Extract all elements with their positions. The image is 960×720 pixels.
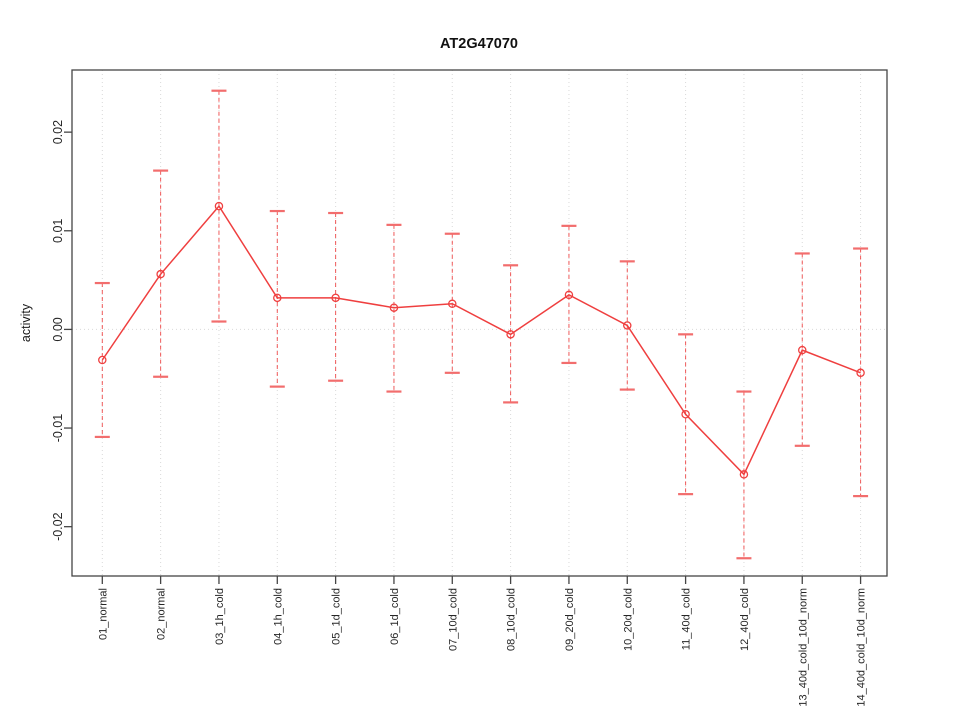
- y-tick-label: 0.01: [51, 219, 65, 243]
- data-point-marker: [448, 299, 457, 309]
- y-axis-label: activity: [19, 303, 33, 342]
- x-tick-label: 02_normal: [156, 588, 168, 640]
- axes-and-box: [64, 69, 888, 584]
- x-tick-label: 01_normal: [97, 588, 109, 640]
- x-tick-label: 08_10d_cold: [506, 588, 518, 651]
- y-tick-label: -0.02: [51, 512, 65, 541]
- x-tick-label: 03_1h_cold: [214, 588, 226, 645]
- data-point-marker: [389, 303, 399, 312]
- data-point-marker: [506, 330, 515, 339]
- x-tick-label: 12_40d_cold: [739, 588, 751, 651]
- data-point-marker: [273, 293, 282, 303]
- data-points: [98, 201, 865, 479]
- data-point-marker: [564, 290, 574, 300]
- x-tick-label: 11_40d_cold: [681, 588, 693, 650]
- series-line: [101, 204, 861, 476]
- data-point-marker: [856, 368, 865, 378]
- x-tick-labels: 01_normal 02_normal 03_1h_cold 04_1h_cold 05…: [97, 588, 867, 707]
- x-tick-label: 13_40d_cold_10d_norm: [797, 588, 809, 707]
- plot-border: [71, 69, 888, 577]
- y-tick-label: -0.01: [51, 414, 65, 443]
- x-tick-label: 04_1h_cold: [272, 588, 284, 645]
- x-tick-label: 14_40d_cold_10d_norm: [856, 588, 868, 707]
- error-bars: [94, 89, 869, 560]
- data-point-marker: [98, 355, 107, 365]
- data-point-marker: [739, 470, 749, 479]
- gridlines: [72, 70, 887, 576]
- series-polyline: [101, 204, 861, 476]
- data-point-marker: [331, 293, 340, 303]
- y-tick-label: 0.02: [51, 120, 65, 144]
- y-tick-labels: -0.02 -0.01 0.00 0.01 0.02: [51, 120, 65, 541]
- x-tick-label: 09_20d_cold: [564, 588, 576, 651]
- x-tick-label: 07_10d_cold: [447, 588, 459, 651]
- data-point-marker: [214, 201, 224, 211]
- x-tick-label: 10_20d_cold: [622, 588, 634, 651]
- x-tick-label: 06_1d_cold: [389, 588, 401, 645]
- chart-title: AT2G47070: [440, 36, 518, 52]
- x-tick-label: 05_1d_cold: [331, 588, 343, 645]
- data-point-marker: [623, 321, 632, 330]
- data-point-marker: [681, 409, 690, 419]
- y-tick-label: 0.00: [51, 317, 65, 341]
- data-point-marker: [798, 345, 807, 355]
- data-point-marker: [156, 269, 165, 279]
